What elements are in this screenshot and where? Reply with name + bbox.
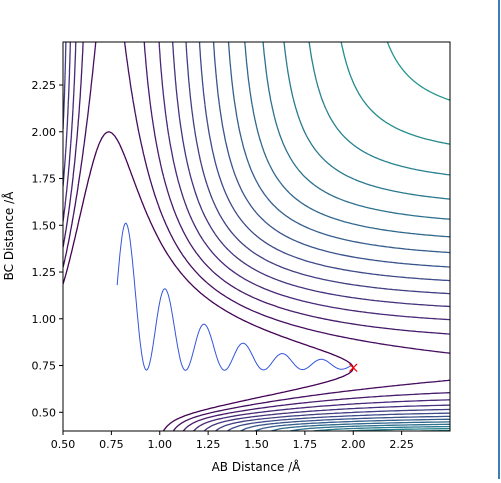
x-axis-ticks: 0.50 0.75 1.00 1.25 1.50 1.75 2.00 2.25 bbox=[51, 431, 414, 451]
y-axis-ticks: 0.50 0.75 1.00 1.25 1.50 1.75 2.00 2.25 bbox=[32, 79, 63, 419]
contour-level bbox=[63, 42, 450, 431]
x-tick-label: 1.75 bbox=[293, 438, 318, 451]
x-tick-label: 1.25 bbox=[196, 438, 221, 451]
contour-level bbox=[63, 42, 450, 431]
y-tick-label: 2.25 bbox=[32, 79, 57, 92]
end-marker: × bbox=[347, 358, 360, 376]
contour-level bbox=[283, 42, 450, 431]
contour-level bbox=[386, 42, 450, 101]
x-tick-label: 0.50 bbox=[51, 438, 76, 451]
x-tick-label: 1.00 bbox=[148, 438, 173, 451]
contour-level bbox=[262, 42, 450, 431]
trajectory-line bbox=[116, 222, 353, 371]
y-tick-label: 1.00 bbox=[32, 313, 57, 326]
y-tick-label: 0.75 bbox=[32, 360, 57, 373]
x-tick-label: 2.25 bbox=[389, 438, 414, 451]
x-tick-label: 1.50 bbox=[244, 438, 269, 451]
y-tick-label: 0.50 bbox=[32, 406, 57, 419]
contour-lines bbox=[63, 42, 450, 431]
end-marker-cross: × bbox=[347, 358, 360, 376]
y-tick-label: 1.75 bbox=[32, 173, 57, 186]
trajectory-path bbox=[116, 222, 353, 371]
contour-level bbox=[227, 42, 450, 431]
y-tick-label: 1.25 bbox=[32, 266, 57, 279]
window-edge bbox=[498, 0, 500, 479]
x-tick-label: 2.00 bbox=[341, 438, 366, 451]
y-tick-label: 1.50 bbox=[32, 219, 57, 232]
x-tick-label: 0.75 bbox=[99, 438, 124, 451]
y-tick-label: 2.00 bbox=[32, 126, 57, 139]
contour-level bbox=[63, 131, 354, 431]
contour-level bbox=[198, 42, 450, 431]
y-axis-label: BC Distance /Å bbox=[1, 191, 16, 281]
x-axis-label: AB Distance /Å bbox=[212, 459, 302, 474]
